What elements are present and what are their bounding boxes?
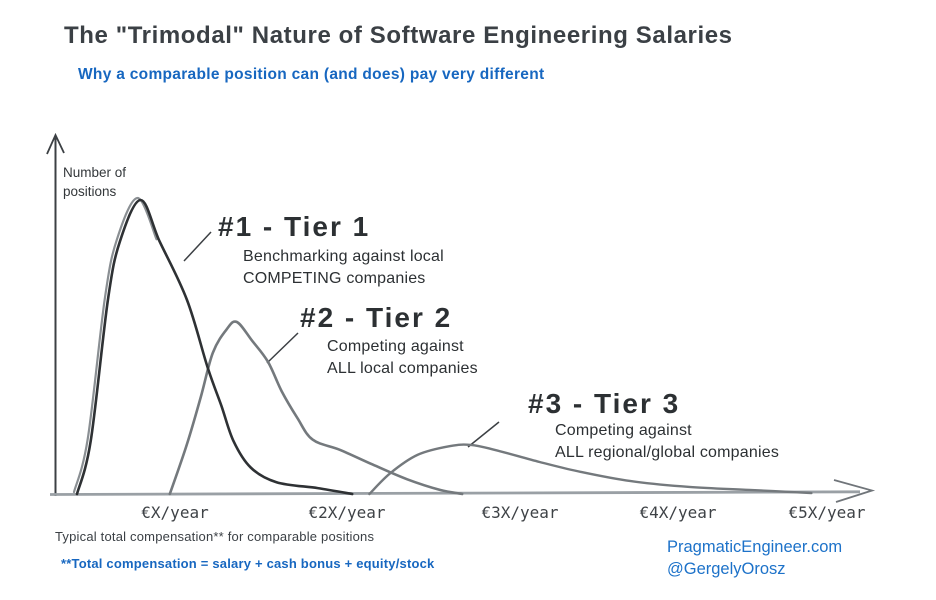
tier3-description-line2: ALL regional/global companies (555, 443, 780, 461)
y-axis-label-line2: positions (63, 184, 117, 199)
y-axis-label-line1: Number of (63, 165, 127, 180)
page-title: The "Trimodal" Nature of Software Engine… (64, 22, 733, 49)
tier1-heading: #1 - Tier 1 (218, 211, 371, 242)
x-tick-2x: €2X/year (308, 503, 386, 522)
tier1-leader-line (183, 231, 212, 262)
tier1-description: Benchmarking against local COMPETING com… (243, 246, 444, 289)
tier3-curve (368, 443, 813, 496)
tier1-curve (75, 198, 354, 496)
x-tick-1x: €X/year (141, 503, 209, 522)
x-tick-4x: €4X/year (639, 503, 717, 522)
credits: PragmaticEngineer.com @GergelyOrosz (667, 536, 842, 580)
tier3-description: Competing against ALL regional/global co… (555, 420, 779, 463)
tier2-description-line2: ALL local companies (327, 359, 478, 377)
x-tick-5x: €5X/year (788, 503, 866, 522)
tier1-curve-second-pass (72, 196, 158, 494)
y-axis-arrow-icon (46, 132, 65, 155)
tier2-leader-line (266, 332, 299, 364)
tier1-description-line2: COMPETING companies (243, 269, 426, 287)
x-axis-caption: Typical total compensation** for compara… (55, 529, 375, 544)
x-tick-3x: €3X/year (481, 503, 559, 522)
credit-handle: @GergelyOrosz (667, 560, 786, 578)
page-subtitle: Why a comparable position can (and does)… (78, 66, 545, 83)
tier3-heading: #3 - Tier 3 (528, 388, 681, 419)
credit-site: PragmaticEngineer.com (667, 538, 843, 556)
tier3-description-line1: Competing against (555, 422, 692, 439)
tier2-description-line1: Competing against (327, 338, 464, 355)
tier3-leader-line (467, 421, 500, 448)
tier1-description-line1: Benchmarking against local (243, 248, 444, 265)
x-axis-arrow-icon (833, 479, 876, 503)
total-compensation-definition: **Total compensation = salary + cash bon… (61, 556, 435, 571)
tier2-description: Competing against ALL local companies (327, 336, 478, 379)
distribution-curves (72, 196, 813, 496)
tier2-heading: #2 - Tier 2 (300, 302, 453, 333)
y-axis-label: Number of positions (63, 163, 126, 201)
